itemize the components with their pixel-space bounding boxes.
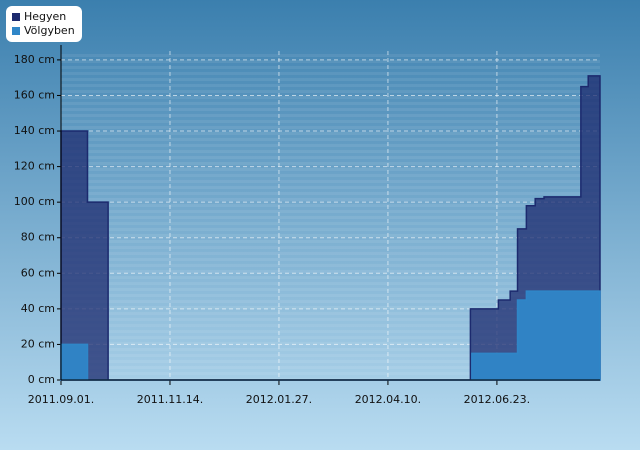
legend-label: Hegyen [24, 10, 66, 23]
y-tick-label: 100 cm [14, 195, 55, 208]
y-tick-label: 80 cm [21, 231, 55, 244]
y-tick-label: 20 cm [21, 337, 55, 350]
legend-swatch [12, 27, 20, 35]
y-tick-label: 160 cm [14, 88, 55, 101]
x-tick-label: 2011.11.14. [137, 393, 203, 406]
x-tick-label: 2012.01.27. [246, 393, 312, 406]
legend-swatch [12, 13, 20, 21]
x-tick-label: 2011.09.01. [28, 393, 94, 406]
y-tick-label: 140 cm [14, 124, 55, 137]
y-tick-label: 0 cm [28, 373, 55, 386]
x-tick-label: 2012.04.10. [355, 393, 421, 406]
y-tick-label: 40 cm [21, 302, 55, 315]
y-tick-label: 180 cm [14, 53, 55, 66]
x-tick-label: 2012.06.23. [464, 393, 530, 406]
legend-label: Völgyben [24, 24, 75, 37]
legend-box [6, 6, 82, 42]
y-tick-label: 60 cm [21, 266, 55, 279]
y-tick-label: 120 cm [14, 160, 55, 173]
